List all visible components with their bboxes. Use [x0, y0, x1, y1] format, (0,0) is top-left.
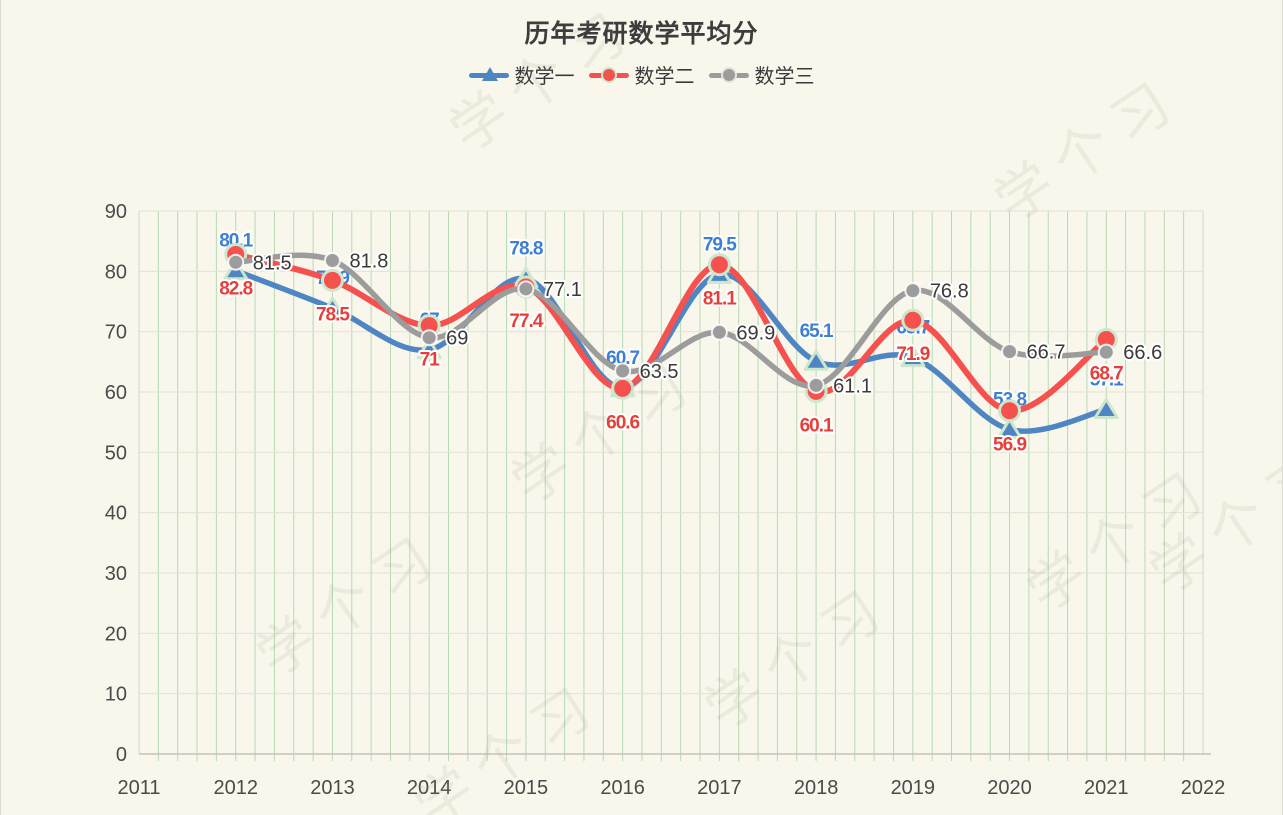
- legend-label: 数学二: [634, 66, 695, 88]
- data-point-marker: [227, 253, 245, 271]
- data-point-marker: [319, 296, 345, 318]
- x-tick-label: 2019: [891, 777, 936, 799]
- value-label: 56.9: [993, 435, 1026, 456]
- y-tick-label: 80: [105, 261, 127, 283]
- y-tick-label: 50: [105, 442, 127, 464]
- value-label: 63.5: [640, 361, 679, 383]
- series-line-3: [232, 252, 1110, 389]
- legend-label: 数学一: [514, 66, 575, 88]
- value-label: 77.1: [543, 279, 582, 301]
- data-point-marker: [320, 268, 344, 292]
- x-tick-label: 2015: [504, 777, 549, 799]
- x-tick-label: 2011: [117, 777, 160, 799]
- data-point-marker: [901, 308, 925, 332]
- legend-label: 数学三: [754, 66, 815, 88]
- value-label: 57.1: [1090, 369, 1124, 390]
- y-tick-label: 20: [105, 623, 127, 645]
- y-tick-label: 70: [105, 322, 127, 344]
- value-label: 66.7: [1027, 342, 1066, 364]
- data-point-marker: [803, 349, 829, 371]
- y-tick-label: 40: [105, 503, 127, 525]
- x-tick-label: 2022: [1181, 777, 1226, 799]
- circle-icon: [600, 66, 617, 83]
- y-tick-label: 10: [105, 684, 127, 706]
- value-label: 78.8: [509, 239, 542, 260]
- value-label: 77.4: [509, 311, 543, 332]
- value-label: 69: [446, 328, 468, 350]
- data-point-marker: [997, 417, 1023, 439]
- x-tick-label: 2013: [310, 777, 355, 799]
- value-label: 81.8: [349, 250, 388, 272]
- legend-item-1[interactable]: 数学一: [468, 60, 575, 89]
- data-point-marker: [1097, 343, 1115, 361]
- x-tick-label: 2021: [1084, 777, 1129, 799]
- legend-circle-marker-icon: [588, 64, 629, 86]
- legend-item-2[interactable]: 数学二: [588, 60, 695, 89]
- value-label: 76.8: [930, 281, 969, 303]
- data-point-marker: [614, 362, 632, 380]
- data-point-marker: [611, 376, 635, 400]
- data-point-marker: [904, 282, 922, 300]
- value-label: 79.5: [703, 234, 737, 255]
- x-tick-label: 2018: [794, 777, 839, 799]
- y-tick-label: 90: [105, 201, 127, 223]
- data-point-marker: [707, 253, 731, 277]
- x-tick-label: 2016: [600, 777, 645, 799]
- value-label: 71.9: [896, 344, 929, 365]
- data-point-marker: [517, 280, 535, 298]
- value-label: 66.6: [1123, 342, 1162, 364]
- data-point-marker: [1001, 343, 1019, 361]
- value-label: 71: [420, 350, 441, 371]
- legend-triangle-marker-icon: [468, 64, 509, 86]
- chart-legend: 数学一 数学二 数学三: [1, 60, 1282, 89]
- circle-icon: [720, 66, 737, 83]
- value-label: 81.5: [253, 252, 292, 274]
- y-tick-label: 60: [105, 382, 127, 404]
- value-label: 60.6: [606, 412, 639, 433]
- legend-item-3[interactable]: 数学三: [708, 60, 815, 89]
- data-point-marker: [998, 399, 1022, 423]
- data-point-marker: [710, 323, 728, 341]
- value-label: 81.1: [703, 289, 737, 310]
- series-line-1: [232, 267, 1110, 434]
- value-label: 68.7: [1090, 364, 1123, 385]
- x-tick-label: 2014: [407, 777, 452, 799]
- value-label: 78.5: [316, 304, 350, 325]
- legend-circle-marker-icon: [708, 64, 749, 86]
- value-label: 60.1: [800, 415, 834, 436]
- y-tick-label: 0: [116, 744, 127, 766]
- value-label: 69.9: [736, 322, 775, 344]
- value-label: 82.8: [219, 278, 252, 299]
- data-point-marker: [416, 338, 442, 360]
- y-tick-label: 30: [105, 563, 127, 585]
- x-tick-label: 2012: [213, 777, 258, 799]
- chart-title: 历年考研数学平均分: [524, 20, 759, 48]
- x-tick-label: 2017: [697, 777, 742, 799]
- data-point-marker: [900, 346, 926, 368]
- value-label: 61.1: [833, 375, 872, 397]
- triangle-icon: [481, 66, 498, 81]
- data-point-marker: [807, 376, 825, 394]
- value-label: 65.1: [800, 321, 834, 342]
- x-tick-label: 2020: [987, 777, 1032, 799]
- series-line-2: [232, 251, 1110, 414]
- data-point-marker: [323, 251, 341, 269]
- data-point-marker: [420, 329, 438, 347]
- data-point-marker: [1093, 397, 1119, 419]
